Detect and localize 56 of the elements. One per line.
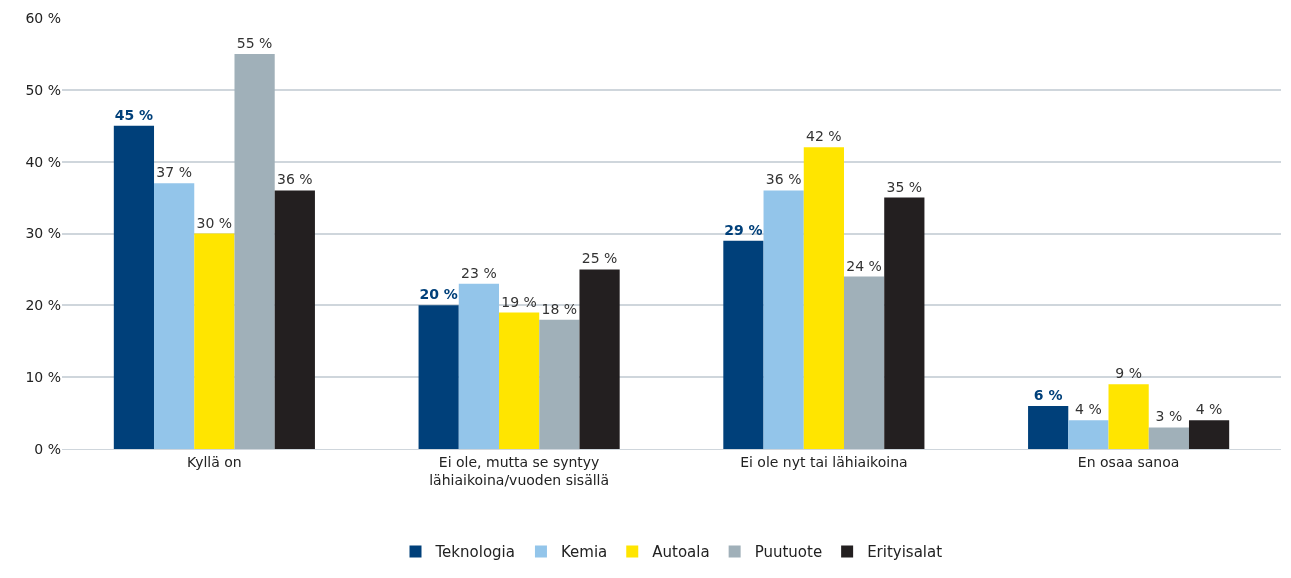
- y-tick-label: 30 %: [25, 225, 61, 242]
- data-label: 9 %: [1115, 365, 1142, 382]
- bar: [274, 190, 315, 449]
- data-label: 42 %: [806, 128, 842, 145]
- y-tick-label: 40 %: [25, 153, 61, 170]
- bar: [723, 240, 764, 449]
- bar: [803, 147, 844, 449]
- bar: [1188, 420, 1230, 449]
- data-label: 6 %: [1033, 386, 1063, 403]
- legend-label: Kemia: [560, 543, 608, 562]
- data-label: 4 %: [1195, 401, 1223, 418]
- data-label: 45 %: [114, 106, 154, 123]
- legend-label: Teknologia: [434, 543, 515, 562]
- bar: [154, 183, 195, 449]
- data-label: 35 %: [886, 178, 923, 195]
- bar: [884, 197, 925, 449]
- bar: [458, 283, 500, 449]
- bar: [499, 312, 540, 449]
- data-label: 24 %: [846, 257, 882, 274]
- y-tick-label: 20 %: [25, 297, 61, 314]
- x-tick-label: Kyllä on: [187, 453, 242, 470]
- data-label: 3 %: [1155, 408, 1183, 425]
- bar: [194, 233, 235, 449]
- legend-label: Puutuote: [754, 543, 823, 562]
- bar: [1148, 427, 1189, 449]
- x-tick-label: En osaa sanoa: [1077, 453, 1180, 470]
- data-label: 36 %: [277, 171, 313, 188]
- x-tick-label: Ei ole nyt tai lähiaikoina: [740, 453, 908, 470]
- bar: [579, 269, 620, 449]
- bar: [843, 276, 885, 449]
- bar: [1108, 384, 1149, 449]
- data-label: 19 %: [501, 293, 537, 310]
- data-label: 18 %: [541, 300, 578, 317]
- y-tick-label: 50 %: [25, 81, 61, 98]
- data-label: 37 %: [156, 164, 192, 181]
- data-label: 30 %: [196, 214, 233, 231]
- bar: [763, 190, 804, 449]
- x-tick-label: Ei ole, mutta se syntyy lähiaikoina/vuoden sisällä: [429, 453, 610, 488]
- bar: [1068, 420, 1109, 449]
- bar: [113, 125, 155, 449]
- data-label: 36 %: [765, 171, 802, 188]
- y-tick-label: 0 %: [34, 440, 61, 457]
- data-label: 25 %: [581, 250, 618, 267]
- data-label: 23 %: [461, 264, 497, 281]
- data-label: 4 %: [1075, 401, 1102, 418]
- data-label: 20 %: [419, 286, 458, 303]
- y-tick-label: 10 %: [25, 369, 61, 386]
- legend-label: Erityisalat: [867, 543, 943, 562]
- bar: [539, 319, 580, 449]
- bar: [234, 53, 275, 449]
- bar: [418, 305, 459, 449]
- data-label: 29 %: [724, 221, 763, 238]
- legend-label: Autoala: [652, 543, 710, 562]
- data-label: 55 %: [236, 34, 273, 51]
- bar: [1028, 405, 1069, 449]
- y-tick-label: 60 %: [25, 9, 61, 26]
